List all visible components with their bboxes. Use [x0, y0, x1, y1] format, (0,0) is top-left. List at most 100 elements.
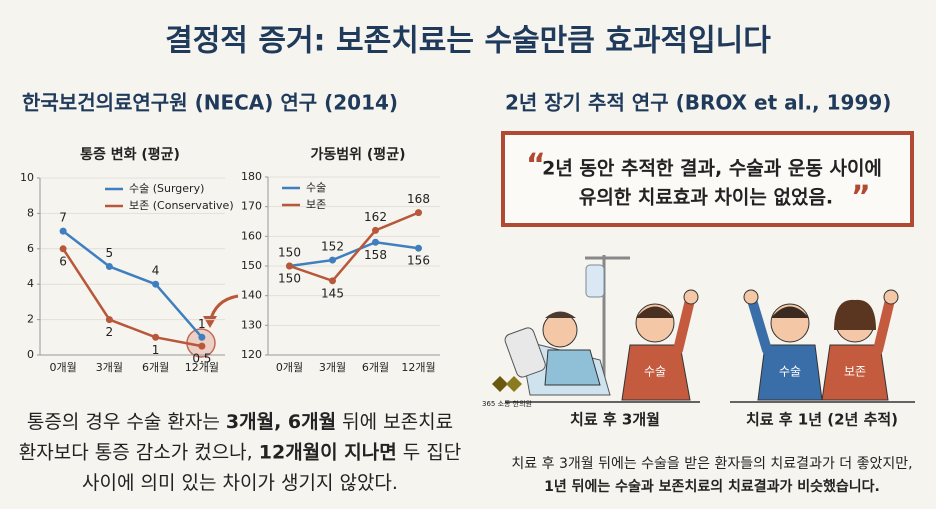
value-label: 150	[278, 246, 301, 260]
quote-line: 2년 동안 추적한 결과, 수술과 운동 사이에	[542, 158, 882, 180]
pillow	[504, 327, 546, 378]
illustration-3months	[504, 255, 699, 401]
value-label: 7	[59, 211, 67, 225]
summary-line: 1년 뒤에는 수술과 보존치료의 치료결과가 비슷했습니다.	[544, 478, 880, 495]
raised-arm	[747, 295, 772, 355]
x-tick-label: 3개월	[96, 361, 123, 374]
arrow-head	[203, 316, 217, 328]
value-label: 1	[198, 317, 206, 331]
legend-label: 보존 (Conservative)	[129, 199, 234, 212]
series-line	[62, 248, 203, 348]
chart-title: 통증 변화 (평균)	[80, 146, 180, 163]
x-tick-label: 3개월	[319, 361, 346, 374]
shirt-label: 수술	[644, 365, 666, 379]
panel-label: 치료 후 1년 (2년 추적)	[746, 411, 898, 429]
raised-arm	[673, 295, 695, 355]
text-segment: 환자보다 통증 감소가 컸으나,	[19, 441, 259, 463]
data-point	[415, 209, 422, 217]
data-point	[105, 316, 113, 324]
right-heading: 2년 장기 추적 연구 (BROX et al., 1999)	[505, 91, 891, 115]
y-tick-label: 140	[241, 289, 262, 302]
surgery-person-body	[621, 344, 691, 401]
logo-mark	[506, 376, 522, 392]
shirt-label: 보존	[844, 365, 866, 379]
person-hair	[771, 306, 809, 318]
x-tick-label: 12개월	[401, 361, 435, 374]
hand	[743, 289, 759, 305]
value-label: 156	[407, 254, 430, 268]
x-tick-label: 6개월	[142, 361, 169, 374]
value-label: 168	[407, 192, 430, 206]
shirt-label: 수술	[779, 365, 801, 379]
y-tick-label: 150	[241, 259, 262, 272]
raised-arm	[873, 295, 895, 355]
caption-line: 환자보다 통증 감소가 컸으나, 12개월이 지나면 두 집단	[19, 441, 461, 463]
value-label: 145	[321, 286, 344, 300]
y-tick-label: 170	[241, 200, 262, 213]
series-line	[62, 230, 203, 339]
panel-label: 치료 후 3개월	[570, 411, 660, 429]
data-point	[286, 262, 293, 270]
x-tick-label: 0개월	[276, 361, 303, 374]
y-tick-label: 0	[27, 348, 34, 361]
value-label: 150	[278, 272, 301, 286]
y-tick-label: 10	[20, 171, 34, 184]
caption-line: 통증의 경우 수술 환자는 3개월, 6개월 뒤에 보존치료	[27, 411, 453, 433]
data-point	[372, 226, 379, 234]
patient-hair	[545, 311, 576, 318]
logo-mark	[492, 376, 508, 392]
y-tick-label: 4	[27, 277, 34, 290]
surgery-person-hair	[636, 306, 674, 318]
y-tick-label: 160	[241, 229, 262, 242]
person-hair	[834, 299, 876, 330]
quote-box	[501, 131, 914, 227]
value-label: 6	[59, 254, 67, 268]
patient-body	[544, 349, 601, 386]
value-label: 2	[106, 325, 114, 339]
hand	[683, 289, 699, 305]
text-segment: 뒤에 보존치료	[336, 411, 453, 433]
data-point	[152, 280, 160, 288]
value-label: 152	[321, 240, 344, 254]
y-tick-label: 6	[27, 242, 34, 255]
value-label: 4	[152, 264, 160, 278]
value-label: 158	[364, 248, 387, 262]
y-tick-label: 130	[241, 318, 262, 331]
main-title: 결정적 증거: 보존치료는 수술만큼 효과적입니다	[165, 24, 771, 59]
text-segment: 치료 후 3개월 뒤에는 수술을 받은 환자들의 치료결과가 더 좋았지만,	[511, 456, 912, 472]
chart-title: 가동범위 (평균)	[311, 146, 406, 163]
data-point	[415, 244, 422, 252]
data-point	[152, 333, 160, 341]
logo: 365 소통 한의원	[482, 376, 532, 408]
series-line	[289, 240, 419, 268]
data-point	[105, 263, 113, 270]
text-segment: 1년 뒤에는 수술과 보존치료의 치료결과가 비슷했습니다.	[544, 478, 880, 495]
data-point	[198, 333, 206, 341]
conservative-person-body	[821, 344, 889, 401]
data-point	[329, 256, 336, 264]
text-segment: 통증의 경우 수술 환자는	[27, 411, 226, 433]
x-tick-label: 6개월	[362, 361, 389, 374]
data-point	[59, 245, 67, 253]
series-line	[289, 211, 419, 283]
text-segment: 12개월이 지나면	[259, 441, 397, 463]
data-point	[59, 227, 67, 235]
quote-close: ”	[851, 180, 871, 215]
chart: 통증 변화 (평균) 0 2 4 6 8 10 0개월 3개월 6개월 12개월 7 5 4 1 수술 (Su…	[20, 146, 234, 374]
y-tick-label: 2	[27, 313, 34, 326]
hand	[883, 289, 899, 305]
caption-line: 사이에 의미 있는 차이가 생기지 않았다.	[82, 472, 398, 494]
patient-head	[542, 312, 578, 348]
y-tick-label: 120	[241, 348, 262, 361]
illustration-1year	[743, 289, 899, 401]
legend-label: 수술 (Surgery)	[129, 182, 204, 195]
legend-label: 보존	[306, 198, 326, 211]
quote-line: 유의한 치료효과 차이는 없었음.	[579, 187, 833, 209]
y-tick-label: 180	[241, 170, 262, 183]
logo-text: 365 소통 한의원	[482, 399, 532, 408]
value-label: 1	[152, 343, 160, 357]
x-tick-label: 12개월	[185, 361, 219, 374]
